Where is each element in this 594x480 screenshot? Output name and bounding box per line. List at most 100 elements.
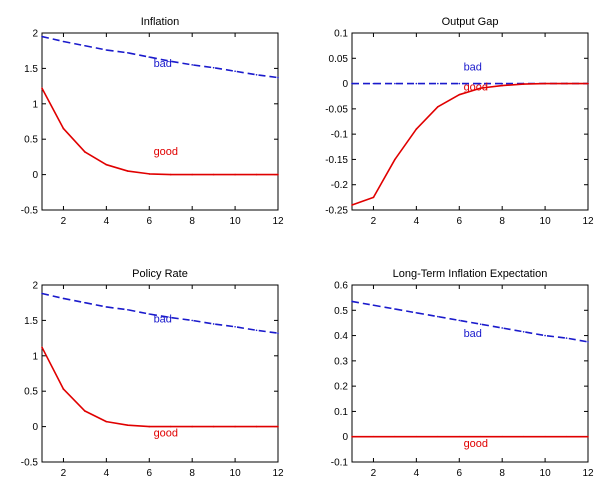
series-line-bad: [41, 292, 279, 334]
series-point-bad: [458, 319, 461, 322]
series-point-good: [84, 151, 86, 153]
x-tick-label: 2: [371, 468, 377, 479]
y-tick-label: 2: [32, 29, 38, 40]
x-tick-label: 4: [104, 216, 110, 227]
series-point-bad: [234, 325, 236, 328]
series-point-good: [501, 435, 503, 438]
y-tick-label: 0.1: [334, 29, 348, 40]
x-tick-label: 4: [104, 468, 110, 479]
series-label-bad: bad: [464, 328, 482, 340]
series-line-good: [41, 87, 278, 176]
series-point-good: [544, 435, 546, 438]
x-tick-label: 10: [540, 216, 552, 227]
x-tick-label: 2: [371, 216, 377, 227]
series-label-good: good: [464, 438, 488, 450]
subplot: Inflation 2 4 6 8 10 12 -0.5 0 0.5 1 1.5 2 bad good: [21, 16, 284, 227]
x-tick-label: 12: [582, 216, 594, 227]
series-point-good: [169, 173, 172, 176]
series-point-bad: [41, 292, 43, 295]
series-point-good: [277, 425, 279, 428]
series-point-good: [565, 82, 568, 85]
series-point-good: [148, 173, 151, 175]
y-tick-label: 0.5: [24, 135, 38, 146]
series-point-bad: [84, 301, 86, 304]
x-tick-label: 10: [230, 216, 242, 227]
x-tick-label: 4: [414, 468, 420, 479]
series-point-good: [587, 435, 589, 438]
series-point-bad: [255, 73, 258, 76]
series-point-good: [127, 424, 129, 426]
series-point-bad: [84, 44, 86, 47]
y-tick-label: 0: [342, 79, 348, 90]
y-tick-label: -0.1: [331, 130, 349, 141]
series-line-bad: [41, 35, 279, 79]
subplot: Long-Term Inflation Expectation 2 4 6 8 10 12 -…: [331, 268, 594, 479]
x-tick-label: 12: [272, 468, 284, 479]
y-tick-label: 0.4: [334, 331, 348, 342]
series-point-bad: [394, 308, 396, 310]
y-tick-label: 0: [32, 422, 38, 433]
series-point-good: [105, 420, 108, 423]
x-tick-label: 6: [456, 468, 462, 479]
series-point-good: [479, 435, 482, 438]
y-tick-label: 1.5: [24, 64, 38, 75]
x-tick-label: 10: [230, 468, 242, 479]
x-tick-label: 8: [189, 468, 195, 479]
x-tick-label: 6: [456, 216, 462, 227]
series-point-good: [127, 170, 129, 172]
series-point-bad: [148, 313, 151, 315]
series-point-bad: [351, 82, 353, 85]
series-point-bad: [544, 334, 546, 337]
series-point-good: [458, 435, 461, 438]
series-point-bad: [479, 323, 482, 325]
axes-frame: [351, 284, 589, 463]
series-point-bad: [479, 82, 482, 85]
series-label-bad: bad: [464, 61, 482, 73]
y-tick-label: -0.25: [325, 206, 348, 217]
series-point-bad: [62, 40, 65, 43]
series-point-bad: [191, 319, 193, 322]
series-point-good: [479, 87, 482, 89]
series-point-bad: [565, 337, 568, 339]
series-point-good: [105, 163, 108, 166]
series-point-good: [41, 87, 43, 90]
subplot: Policy Rate 2 4 6 8 10 12 -0.5 0 0.5 1 1.5 2 bad good: [21, 268, 284, 479]
series-label-bad: bad: [154, 314, 172, 326]
series-point-good: [41, 346, 43, 349]
x-tick-label: 12: [272, 216, 284, 227]
series-label-good: good: [154, 146, 178, 158]
series-point-bad: [372, 82, 375, 85]
series-point-good: [191, 173, 193, 176]
y-tick-label: -0.2: [331, 180, 349, 191]
chart-title: Output Gap: [442, 16, 499, 28]
series-point-good: [522, 83, 525, 85]
series-point-good: [458, 93, 461, 96]
series-line-bad: [351, 300, 589, 343]
y-tick-label: -0.05: [325, 104, 348, 115]
series-point-good: [415, 128, 418, 130]
y-tick-label: -0.1: [331, 458, 349, 469]
series-point-bad: [277, 332, 279, 334]
series-point-good: [415, 435, 418, 438]
series-point-good: [501, 84, 503, 87]
series-label-good: good: [464, 82, 488, 94]
series-point-bad: [127, 52, 129, 54]
y-tick-label: 0: [342, 432, 348, 443]
y-tick-label: 1: [32, 351, 38, 362]
x-tick-label: 8: [189, 216, 195, 227]
series-point-bad: [522, 330, 525, 333]
series-point-bad: [277, 76, 279, 79]
series-label-good: good: [154, 428, 178, 440]
y-tick-label: 0.6: [334, 281, 348, 292]
x-tick-label: 8: [499, 216, 505, 227]
series-point-good: [372, 435, 375, 438]
x-tick-label: 4: [414, 216, 420, 227]
y-tick-label: 0.5: [24, 387, 38, 398]
series-point-bad: [234, 70, 236, 73]
series-point-bad: [437, 82, 439, 85]
series-point-good: [62, 388, 65, 390]
series-point-bad: [62, 297, 65, 300]
series-point-good: [587, 82, 589, 85]
y-tick-label: 1: [32, 99, 38, 110]
x-tick-label: 10: [540, 468, 552, 479]
